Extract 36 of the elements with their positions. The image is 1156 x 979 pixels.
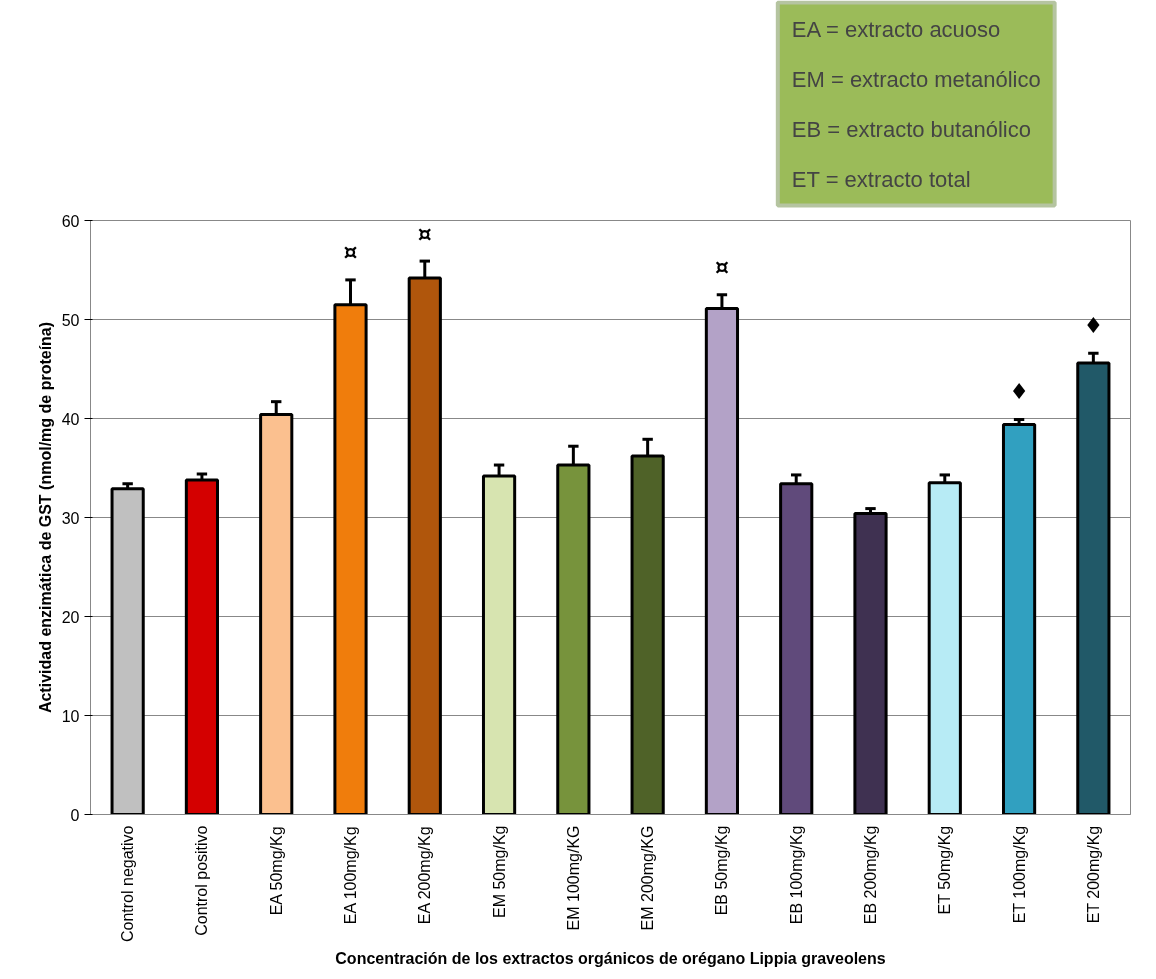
- bar: [853, 512, 888, 815]
- data-label: ¤: [343, 239, 358, 265]
- x-tick-label: EA 200mg/Kg: [416, 826, 434, 925]
- text: EB = extracto butanólico: [791, 116, 1031, 142]
- x-tick-label: EA 50mg/Kg: [267, 826, 285, 916]
- y-tick-label: 30: [61, 509, 80, 527]
- bar: [110, 487, 145, 815]
- data-label: ¤: [417, 220, 432, 246]
- text: EA = extracto acuoso: [791, 16, 1001, 42]
- bar: [1001, 422, 1037, 815]
- x-tick-label: EM 100mg/KG: [564, 825, 582, 931]
- y-axis-title: Actividad enzimática de GST (nmol/mg de proteína): [36, 321, 54, 714]
- x-tick-label: EB 50mg/Kg: [713, 825, 731, 916]
- x-tick-label: EA 100mg/Kg: [342, 826, 359, 925]
- x-axis-title: Concentración de los extractos orgánicos de orégano Lippia graveolens: [335, 950, 886, 968]
- y-tick-label: 10: [61, 707, 80, 725]
- x-tick-label: EM 50mg/Kg: [490, 825, 508, 918]
- x-tick-label: EB 200mg/Kg: [862, 825, 879, 925]
- y-tick-label: 0: [70, 806, 80, 824]
- data-label: ¤: [714, 254, 729, 280]
- x-tick-label: Control positivo: [193, 825, 211, 936]
- x-tick-label: EB 100mg/Kg: [787, 825, 805, 925]
- y-tick-label: 50: [61, 311, 80, 329]
- y-tick-label: 40: [61, 410, 80, 428]
- x-tick-label: ET 200mg/Kg: [1084, 825, 1102, 924]
- y-tick-label: 60: [61, 212, 80, 230]
- bar: [184, 478, 220, 815]
- x-tick-label: EM 200mg/KG: [639, 825, 657, 931]
- y-tick-label: 20: [61, 608, 80, 626]
- x-tick-label: ET 50mg/Kg: [936, 825, 954, 915]
- text: EM = extracto metanólico: [791, 66, 1041, 92]
- data-label: ♦: [1083, 312, 1104, 338]
- text: ET = extracto total: [791, 166, 971, 192]
- x-tick-label: Control negativo: [119, 825, 137, 943]
- x-tick-label: ET 100mg/Kg: [1010, 825, 1028, 924]
- data-label: ♦: [1009, 378, 1029, 404]
